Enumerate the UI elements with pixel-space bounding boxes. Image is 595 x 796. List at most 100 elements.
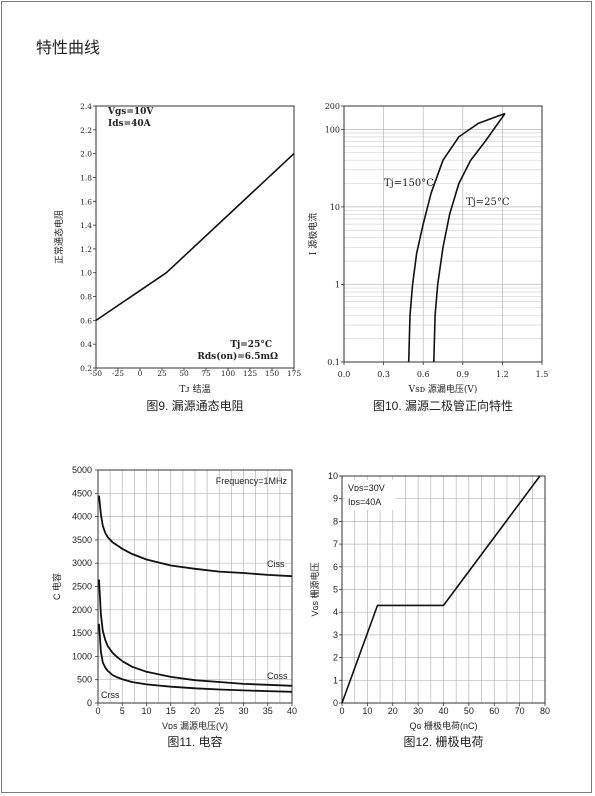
x-tick-label: 0.6: [417, 370, 430, 379]
annotation-ids: Ids=40A: [108, 119, 152, 129]
grid-lines: [97, 469, 293, 704]
x-tick-label: 25: [214, 706, 224, 716]
annotation-ids: Iᴅs=40A: [348, 497, 381, 507]
y-tick-label: 2500: [72, 582, 92, 592]
y-tick-label: 4: [333, 607, 338, 617]
x-tick-label: 50: [464, 706, 474, 716]
series-line-ciss: [98, 495, 293, 578]
x-tick-label: 10: [141, 706, 151, 716]
y-tick-label: 1.8: [80, 173, 92, 182]
y-tick-label: 3000: [72, 558, 92, 568]
y-tick-label: 0.8: [80, 293, 92, 302]
y-tick-label: 1.4: [80, 221, 92, 230]
y-tick-label: 1.6: [80, 197, 92, 206]
x-tick-label: -25: [112, 369, 124, 378]
y-tick-label: 8: [333, 516, 338, 526]
y-tick-label: 2.4: [80, 102, 92, 111]
y-tick-label: 0.2: [80, 364, 92, 373]
chart-12: 0 10 20 30 40 50 60 70 80 0 1 2 3 4 5 6 7 8 9 10 Qɢ 栅极电荷(nC)…: [309, 471, 550, 749]
y-tick-label: 4500: [72, 488, 92, 498]
tick-labels: 0 5 10 15 20 25 30 35 40 0 500 1000 1500 2000 2500 3000…: [72, 465, 297, 716]
grid-lines: [343, 105, 543, 363]
y-tick-label: 2: [333, 653, 338, 663]
x-tick-label: 30: [413, 706, 423, 716]
x-tick-label: 25: [157, 369, 167, 378]
plot-frame: [343, 105, 543, 363]
y-tick-label: 3500: [72, 535, 92, 545]
series-label-crss: Crss: [101, 690, 120, 700]
series-line-coss: [98, 579, 293, 687]
y-tick-label: 6: [333, 562, 338, 572]
x-tick-label: 1.2: [496, 370, 509, 379]
y-tick-label: 500: [77, 675, 92, 685]
y-tick-label: 2.2: [80, 126, 92, 135]
annotation-frequency: Frequency=1MHz: [216, 476, 288, 486]
series-line-tjc: [433, 113, 506, 363]
x-tick-label: 0.3: [377, 370, 390, 379]
x-tick-label: 1.5: [536, 370, 549, 379]
x-tick-label: 30: [238, 706, 248, 716]
x-tick-label: 0: [95, 706, 100, 716]
y-tick-label: 1: [333, 675, 338, 685]
annotation-box: [345, 480, 395, 510]
x-tick-label: 80: [540, 706, 550, 716]
x-tick-label: 125: [243, 369, 258, 378]
x-tick-label: 15: [166, 706, 176, 716]
chart-9: -50 -25 0 25 50 75 100 125 150 175 0.2 0.4 0.6 0.8 1.0…: [53, 102, 301, 413]
x-tick-label: 75: [201, 369, 211, 378]
x-tick-label: 60: [489, 706, 499, 716]
chart-10: 0.0 0.3 0.6 0.9 1.2 1.5 0.1 1 10 100 200 Vsᴅ 源漏电压(V…: [307, 102, 548, 413]
x-tick-label: 70: [515, 706, 525, 716]
x-tick-label: 40: [438, 706, 448, 716]
x-tick-label: 5: [120, 706, 125, 716]
y-tick-label: 100: [325, 125, 340, 134]
x-tick-label: 150: [265, 369, 280, 378]
x-axis-label: Qɢ 栅极电荷(nC): [409, 720, 477, 731]
chart-caption: 图12. 栅极电荷: [403, 734, 483, 749]
x-tick-label: 100: [221, 369, 236, 378]
series-label-tj150: Tj=150°C: [384, 178, 434, 189]
y-tick-label: 5: [333, 585, 338, 595]
chart-caption: 图10. 漏源二极管正向特性: [373, 398, 513, 413]
series-line: [341, 475, 541, 704]
x-tick-label: 35: [263, 706, 273, 716]
y-tick-label: 7: [333, 539, 338, 549]
x-tick-label: 40: [287, 706, 297, 716]
x-tick-label: 0: [138, 369, 143, 378]
x-tick-label: 20: [190, 706, 200, 716]
page-title: 特性曲线: [36, 38, 101, 57]
y-tick-label: 0.1: [327, 358, 340, 367]
tick-labels: 0 10 20 30 40 50 60 70 80 0 1 2 3 4 5 6 7 8 9 10: [328, 471, 550, 716]
x-axis-label: Tᴊ 结温: [179, 383, 210, 395]
y-tick-label: 5000: [72, 465, 92, 475]
y-axis-label: C 电容: [51, 573, 62, 600]
annotation-rds: Rds(on)=6.5mΩ: [197, 351, 278, 362]
series-line: [95, 153, 295, 322]
y-tick-label: 0: [333, 698, 338, 708]
series-line-tjc: [407, 112, 506, 363]
y-tick-label: 0.6: [80, 316, 92, 325]
y-tick-label: 1: [335, 280, 340, 289]
x-axis-label: Vᴅs 漏源电压(V): [162, 720, 228, 731]
y-axis-label: 正常通态电阻: [53, 210, 65, 264]
x-tick-label: 0: [339, 706, 344, 716]
series-label-ciss: Ciss: [267, 559, 285, 569]
tick-labels: -50 -25 0 25 50 75 100 125 150 175 0.2 0.4 0.6 0.8 1.0…: [80, 102, 301, 378]
series-label-coss: Coss: [267, 671, 288, 681]
y-tick-label: 1.0: [80, 269, 92, 278]
x-tick-label: 10: [362, 706, 372, 716]
y-axis-label: Vɢs 栅源电压: [309, 562, 320, 616]
y-tick-label: 10: [328, 471, 338, 481]
y-tick-label: 0: [87, 698, 92, 708]
y-axis-label: I 源极电流: [307, 213, 319, 255]
y-tick-label: 9: [333, 494, 338, 504]
series-line-crss: [98, 623, 293, 693]
annotation-vgs: Vgs=10V: [107, 107, 154, 117]
y-tick-label: 200: [325, 102, 340, 111]
annotation-tj: Tj=25°C: [230, 340, 272, 350]
x-tick-label: 20: [388, 706, 398, 716]
y-tick-label: 1000: [72, 651, 92, 661]
x-tick-label: 0.0: [338, 370, 351, 379]
